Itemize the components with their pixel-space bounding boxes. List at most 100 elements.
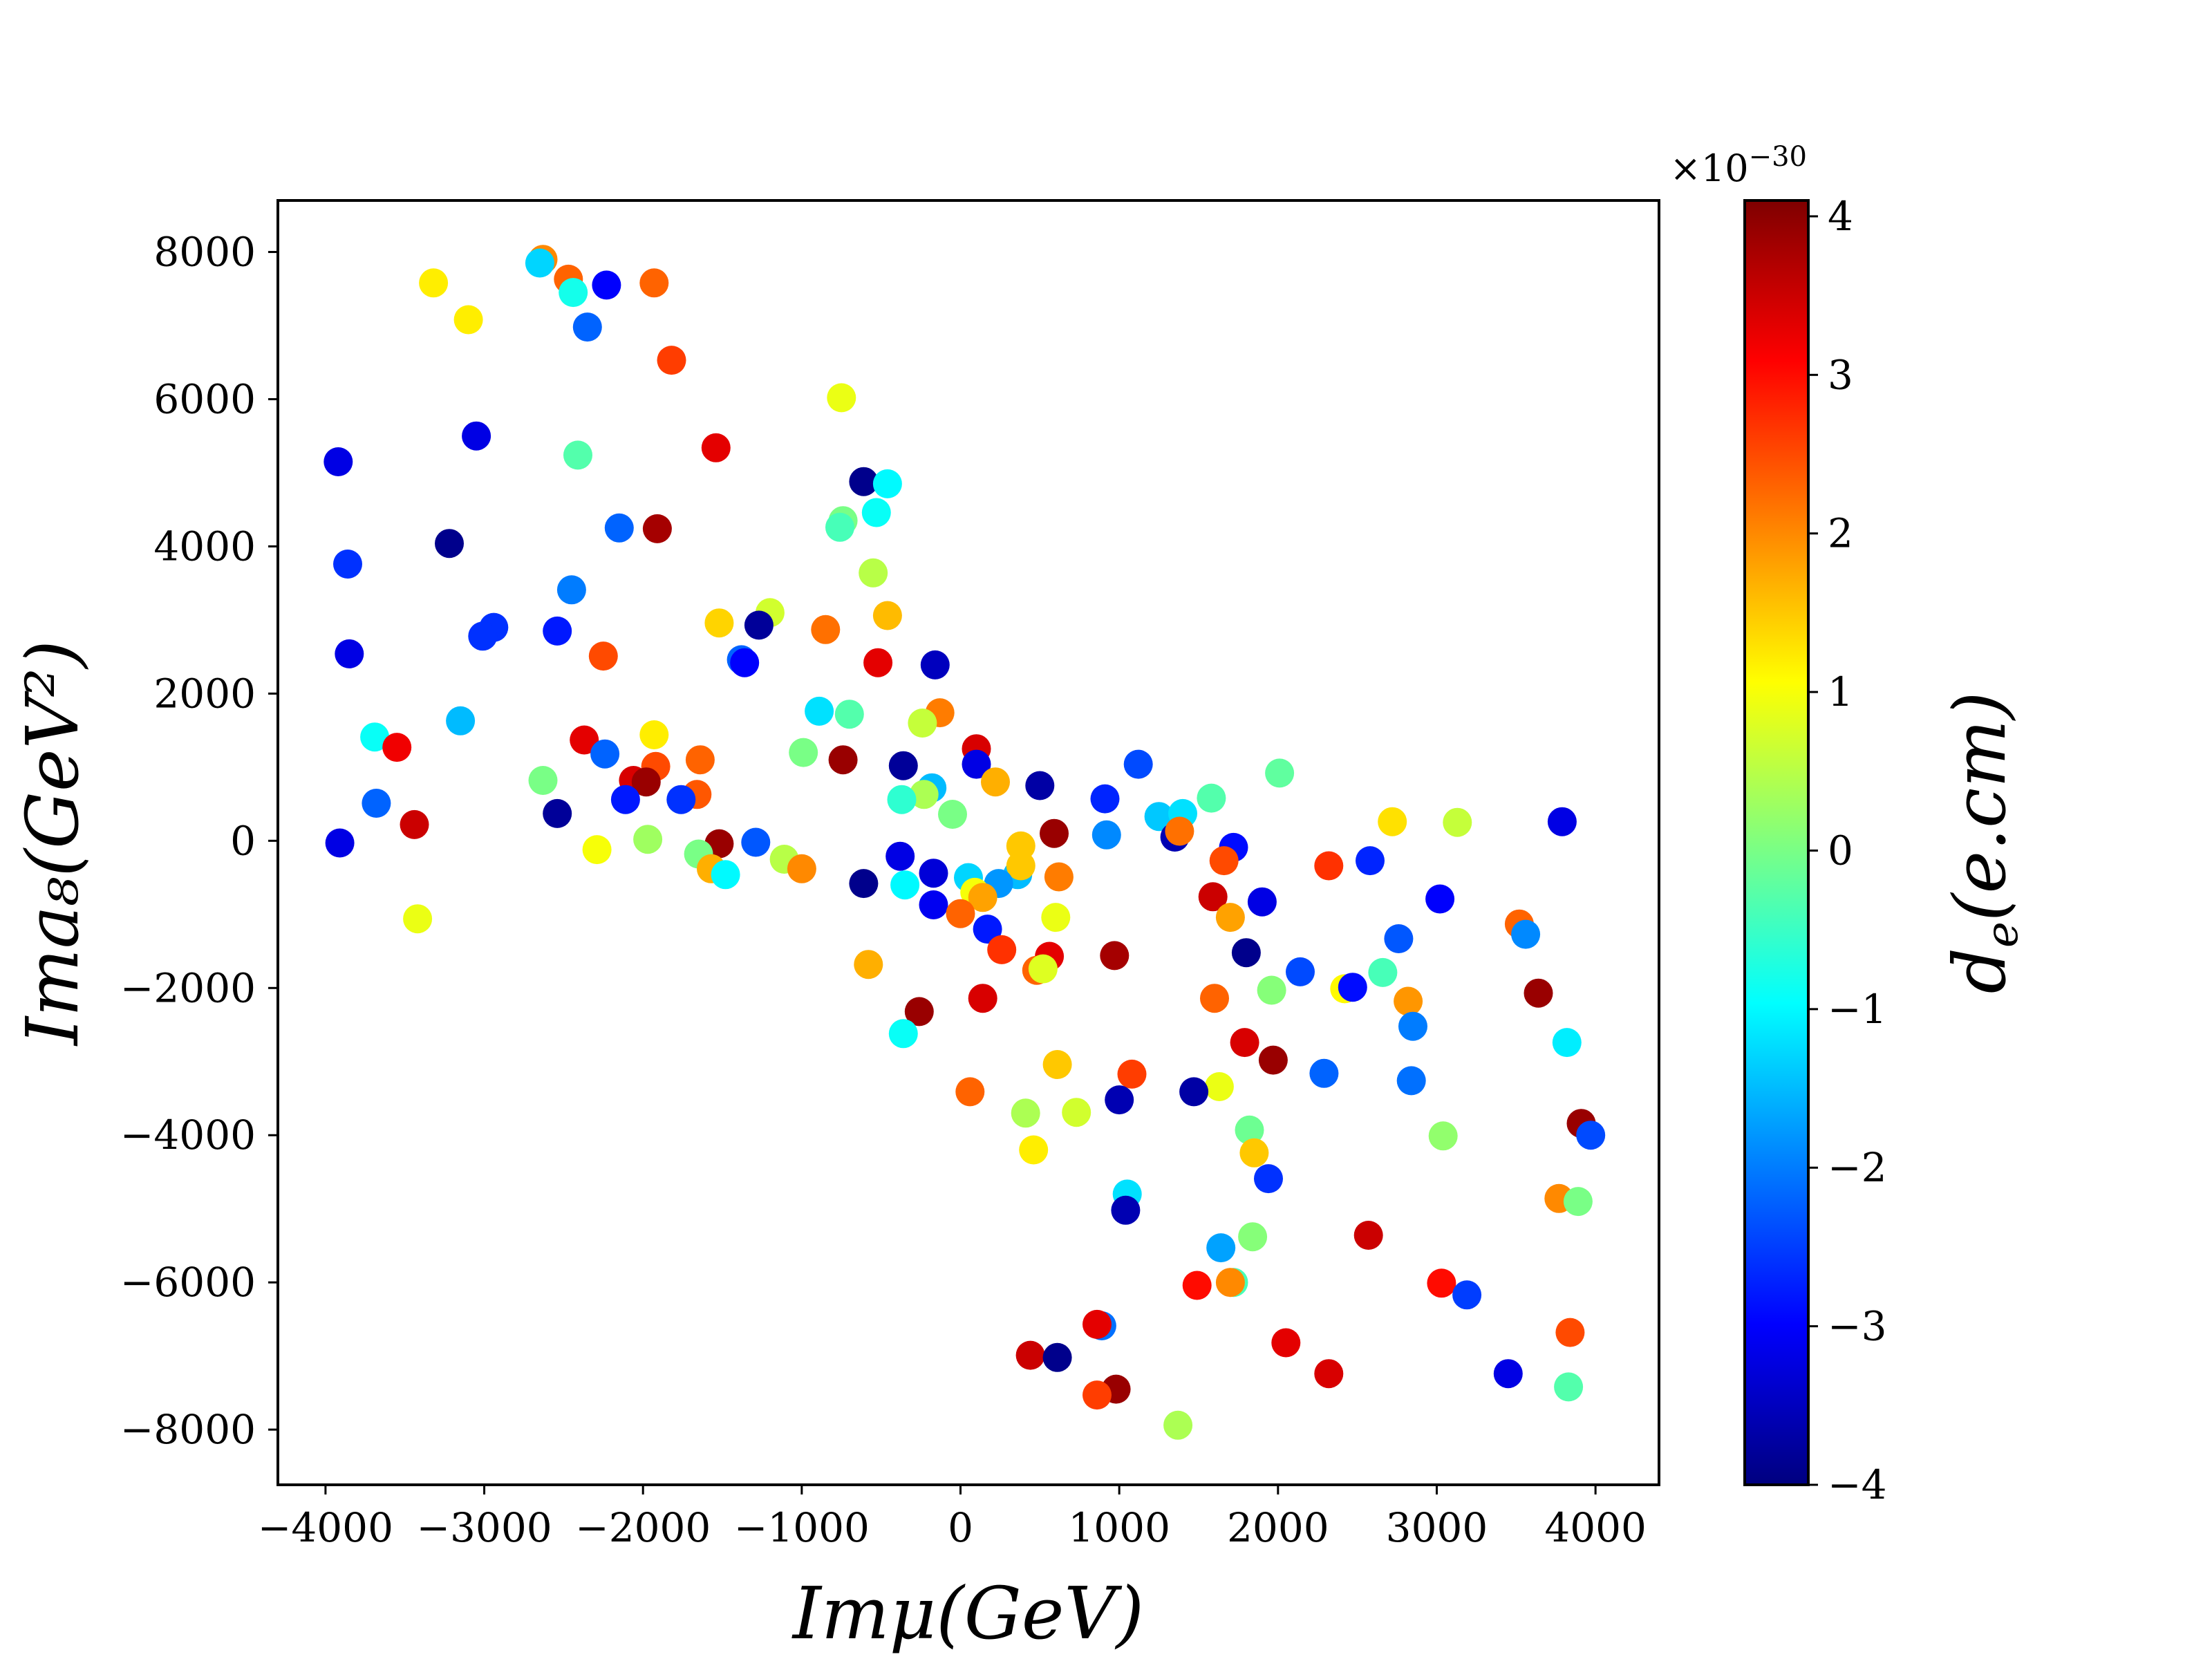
data-point [590, 739, 620, 769]
x-tick-label: −2000 [575, 1504, 711, 1551]
x-tick-label: 2000 [1227, 1504, 1329, 1551]
data-point [849, 869, 879, 899]
data-point [904, 997, 934, 1027]
colorbar-tick-label: −1 [1828, 986, 1887, 1033]
x-tick-label: 4000 [1544, 1504, 1647, 1551]
data-point [701, 433, 731, 462]
data-point [919, 859, 948, 888]
colorbar-label: de(e.cm) [1938, 691, 2028, 993]
data-point [909, 780, 939, 809]
colorbar-tick-label: 4 [1828, 193, 1853, 240]
data-point [1090, 784, 1120, 814]
y-tick-label: −2000 [120, 964, 256, 1011]
data-point [1552, 1028, 1582, 1058]
colorbar-exponent-base: ×10 [1670, 147, 1749, 190]
data-point [1182, 1271, 1212, 1300]
data-point [1144, 802, 1174, 832]
data-point [1378, 807, 1407, 836]
data-point [968, 984, 997, 1013]
data-point [592, 270, 621, 300]
data-point [1554, 1372, 1584, 1402]
data-point [1238, 1222, 1268, 1252]
data-point [360, 722, 390, 752]
data-point [787, 854, 816, 883]
data-point [890, 870, 920, 900]
data-point [888, 751, 918, 780]
data-point [570, 725, 599, 755]
data-point [1314, 1359, 1344, 1389]
data-point [335, 639, 364, 668]
y-tick-label: −8000 [120, 1406, 256, 1453]
data-point [657, 346, 686, 375]
data-point [741, 827, 771, 857]
data-point [1006, 851, 1035, 881]
data-point [1576, 1121, 1606, 1150]
y-tick-label: 4000 [153, 523, 256, 570]
data-point [1111, 1195, 1141, 1225]
data-point [1215, 903, 1245, 932]
data-point [1206, 1233, 1236, 1263]
data-point [1231, 938, 1261, 968]
data-point [1041, 903, 1071, 932]
data-point [805, 696, 834, 726]
data-point [604, 513, 634, 543]
data-point [919, 890, 948, 919]
data-point [1165, 816, 1194, 846]
data-point [1215, 1268, 1245, 1297]
data-point [861, 498, 891, 527]
data-point [462, 421, 491, 451]
data-point [1019, 1135, 1049, 1165]
data-point [825, 512, 854, 542]
data-point [642, 514, 672, 543]
data-point [704, 608, 734, 638]
data-point [1179, 1077, 1209, 1107]
colorbar-exponent-power: −30 [1749, 141, 1807, 173]
data-point [1286, 957, 1315, 986]
data-point [1082, 1309, 1112, 1339]
data-point [1025, 771, 1055, 800]
data-point [1239, 1138, 1269, 1168]
data-point [987, 935, 1017, 964]
data-point [1427, 1268, 1456, 1298]
data-point [1338, 973, 1367, 1002]
data-point [1254, 1164, 1283, 1194]
data-point [1198, 882, 1228, 912]
data-point [811, 615, 841, 644]
data-point [1209, 846, 1239, 876]
data-point [403, 904, 433, 934]
data-point [1105, 1085, 1134, 1115]
data-point [333, 550, 362, 579]
data-point [834, 700, 864, 729]
data-point [631, 767, 661, 797]
data-point [920, 650, 950, 679]
y-tick-label: −6000 [120, 1259, 256, 1306]
data-point [1040, 818, 1069, 848]
data-point [1163, 1410, 1193, 1440]
data-point [962, 749, 991, 779]
data-point [435, 529, 464, 559]
data-point [1524, 978, 1553, 1008]
data-point [1356, 846, 1385, 876]
y-tick-label: 2000 [153, 670, 256, 717]
data-point [887, 785, 917, 814]
data-point [946, 899, 975, 928]
data-point [588, 641, 618, 671]
data-point [1353, 1221, 1383, 1250]
data-point [563, 440, 592, 470]
x-tick-label: 1000 [1068, 1504, 1170, 1551]
data-point [1493, 1359, 1523, 1389]
colorbar-tick-label: 1 [1828, 668, 1853, 715]
data-point [1452, 1280, 1482, 1310]
colorbar-tick-label: −2 [1828, 1144, 1887, 1191]
data-point [1006, 831, 1035, 861]
data-point [1314, 851, 1344, 881]
data-point [419, 268, 449, 298]
data-point [827, 383, 856, 413]
data-point [528, 766, 558, 795]
data-point [1368, 957, 1398, 987]
data-point [1396, 1066, 1426, 1096]
data-point [1042, 1050, 1072, 1079]
data-point [446, 706, 476, 735]
y-axis-label: Ima₈(GeV²) [10, 640, 95, 1047]
data-point [453, 305, 483, 335]
